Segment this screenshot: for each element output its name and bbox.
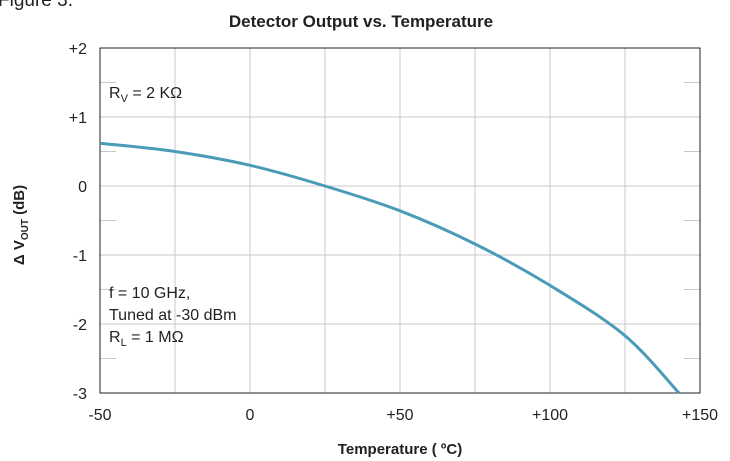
annotation-rv-rest: = 2 KΩ — [128, 85, 182, 102]
annotation-rl-rest: = 1 MΩ — [127, 329, 184, 346]
x-tick-label: +150 — [682, 407, 718, 424]
x-tick-label: +100 — [532, 407, 568, 424]
annotation-condition-tuning: Tuned at -30 dBm — [109, 307, 236, 324]
y-tick-label: -1 — [73, 248, 87, 265]
y-axis-label: Δ VOUT (dB) — [11, 185, 31, 265]
annotation-rl: RL = 1 MΩ — [109, 329, 184, 349]
y-tick-label: +1 — [69, 110, 87, 127]
series-group — [99, 141, 681, 395]
annotation-rl-main: R — [109, 329, 121, 346]
figure-label: Figure 3. — [0, 0, 73, 11]
annotation-rv: RV = 2 KΩ — [109, 85, 182, 105]
y-tick-label: -2 — [73, 317, 87, 334]
chart-title: Detector Output vs. Temperature — [229, 12, 493, 31]
annotation-condition-frequency: f = 10 GHz, — [109, 285, 190, 302]
x-tick-label: -50 — [88, 407, 111, 424]
x-tick-label: 0 — [246, 407, 255, 424]
x-axis-label: Temperature ( ºC) — [338, 441, 462, 458]
axis-ticks — [100, 82, 700, 359]
annotation-rv-sub: V — [121, 93, 129, 105]
x-tick-labels: -50 0 +50 +100 +150 — [88, 407, 718, 424]
y-tick-labels: +2 +1 0 -1 -2 -3 — [69, 41, 87, 403]
x-tick-label: +50 — [386, 407, 413, 424]
y-axis-label-sub: OUT — [20, 219, 31, 240]
series-line — [99, 141, 681, 395]
y-axis-label-suffix: (dB) — [11, 185, 28, 219]
y-tick-label: -3 — [73, 386, 87, 403]
grid — [100, 48, 700, 393]
annotation-rv-main: R — [109, 85, 121, 102]
y-tick-label: 0 — [78, 179, 87, 196]
plot-frame — [99, 47, 701, 394]
annotation-rl-sub: L — [121, 337, 127, 349]
y-axis-label-prefix: Δ V — [11, 240, 28, 265]
y-tick-label: +2 — [69, 41, 87, 58]
